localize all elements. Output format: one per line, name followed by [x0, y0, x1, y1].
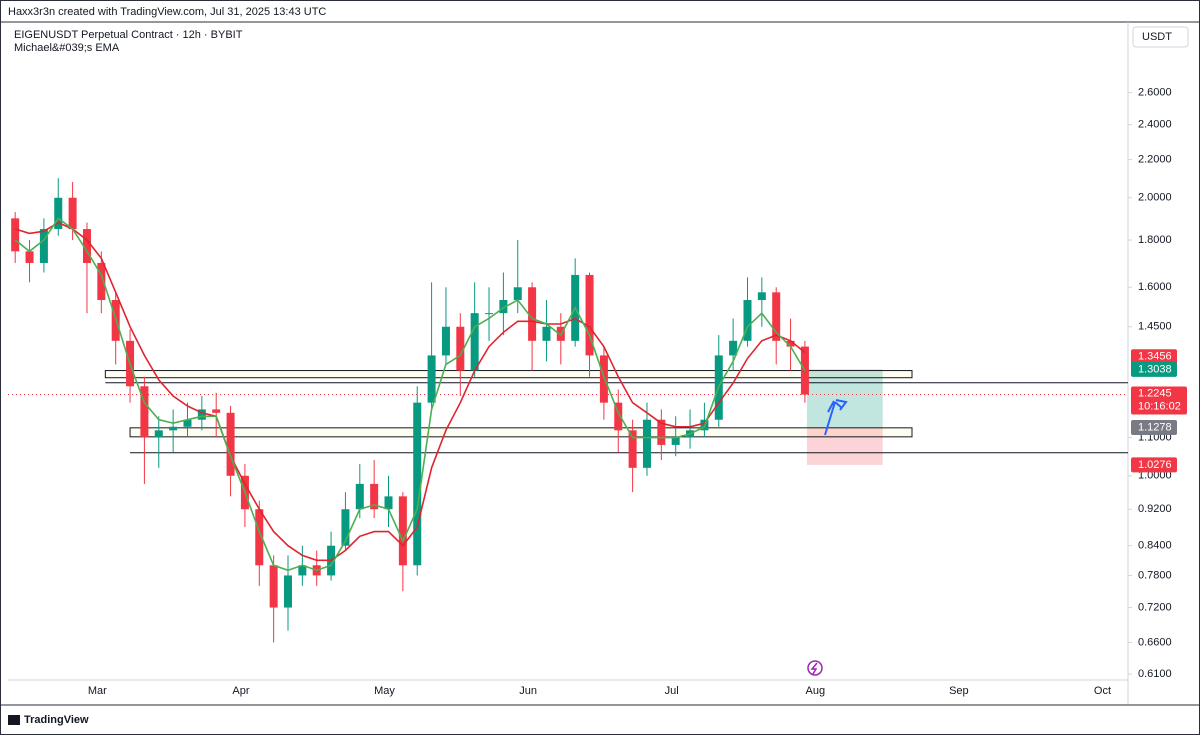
candle-body [743, 300, 752, 341]
candle-body [427, 355, 436, 403]
chart-subtitle: Michael&#039;s EMA [14, 42, 120, 54]
candle-body [485, 313, 494, 315]
plot [8, 178, 1128, 643]
candle-body [169, 426, 178, 431]
y-tick-label: 0.9200 [1138, 503, 1172, 515]
candle-body [183, 419, 192, 427]
candle-body [298, 565, 307, 576]
event-icon[interactable] [807, 660, 823, 676]
candle-body [585, 274, 594, 356]
y-tick-label: 2.6000 [1138, 86, 1172, 98]
y-tick-label: 2.2000 [1138, 153, 1172, 165]
candle-body [384, 496, 393, 510]
candle-body [255, 509, 264, 566]
y-tick-label: 0.8400 [1138, 540, 1172, 552]
x-tick-label: Oct [1094, 685, 1111, 697]
y-tick-label: 1.6000 [1138, 281, 1172, 293]
candle-body [39, 229, 48, 263]
stop-zone [806, 427, 883, 465]
candle-body [772, 292, 781, 341]
candle-body [398, 496, 407, 566]
y-tick-label: 2.0000 [1138, 192, 1172, 204]
candle-body [642, 419, 651, 468]
last-price-label: 1.2245 [1138, 387, 1172, 399]
credit: Haxx3r3n created with TradingView.com, J… [8, 6, 326, 18]
y-tick-label: 1.8000 [1138, 234, 1172, 246]
candle-body [729, 340, 738, 356]
candle-body [614, 402, 623, 431]
price-label-box [1131, 361, 1177, 377]
y-tick-label: 0.7200 [1138, 601, 1172, 613]
x-tick-label: Sep [949, 685, 969, 697]
candle-body [284, 575, 292, 608]
candle-body [11, 218, 20, 252]
price-label: 1.3456 [1138, 351, 1172, 363]
x-tick-label: Jun [519, 685, 537, 697]
candle-body [599, 355, 608, 403]
last-price-box [1131, 386, 1187, 415]
y-tick-label: 1.0000 [1138, 470, 1172, 482]
price-label-box [1131, 420, 1177, 436]
candle-body [513, 287, 522, 301]
candle-body [542, 326, 551, 341]
arrow [824, 399, 848, 436]
candle-body [786, 340, 795, 347]
price-label: 1.0276 [1138, 459, 1172, 471]
x-tick-label: Jul [665, 685, 679, 697]
candle-body [441, 326, 450, 356]
candle-body [68, 197, 77, 230]
target-zone [806, 369, 883, 428]
brand: TradingView [24, 714, 89, 726]
candle-body [341, 509, 350, 546]
candle-body [197, 409, 206, 420]
x-tick-label: Apr [232, 685, 249, 697]
countdown: 10:16:02 [1138, 400, 1181, 412]
candle-body [154, 430, 163, 438]
y-tick-label: 1.4500 [1138, 321, 1172, 333]
x-tick-label: Aug [805, 685, 825, 697]
candle-body [657, 419, 666, 445]
brand-logo [8, 715, 20, 725]
candle-body [226, 412, 235, 476]
candle-body [269, 565, 278, 608]
candle-body [671, 437, 680, 445]
candle-body [757, 292, 766, 301]
candle-body [499, 300, 508, 314]
candle-body [470, 313, 479, 371]
candle-body [413, 402, 422, 566]
candle-body [212, 409, 221, 413]
y-tick-label: 0.7800 [1138, 569, 1172, 581]
ema-line [14, 221, 806, 562]
currency: USDT [1142, 31, 1172, 43]
y-tick-label: 0.6600 [1138, 636, 1172, 648]
y-tick-label: 2.4000 [1138, 119, 1172, 131]
ema-line [14, 217, 806, 572]
candle-body [370, 483, 379, 510]
price-label: 1.3038 [1138, 363, 1172, 375]
candle-body [25, 251, 34, 263]
zone [129, 427, 913, 438]
event-bolt [810, 662, 818, 675]
candle-body [355, 483, 364, 510]
candle-body [54, 197, 63, 230]
candle-body [628, 430, 637, 468]
y-tick-label: 0.6100 [1138, 668, 1172, 680]
candle-body [82, 229, 91, 263]
chart-title: EIGENUSDT Perpetual Contract · 12h · BYB… [14, 29, 243, 41]
candle-body [456, 326, 465, 371]
zone [104, 370, 913, 379]
x-tick-label: Mar [88, 685, 107, 697]
price-label-box [1131, 457, 1177, 473]
candle-body [97, 262, 106, 301]
candle-body [528, 287, 537, 341]
x-tick-label: May [374, 685, 395, 697]
candle-body [140, 386, 149, 438]
price-label: 1.1278 [1138, 421, 1172, 433]
currency-box[interactable] [1132, 26, 1189, 48]
